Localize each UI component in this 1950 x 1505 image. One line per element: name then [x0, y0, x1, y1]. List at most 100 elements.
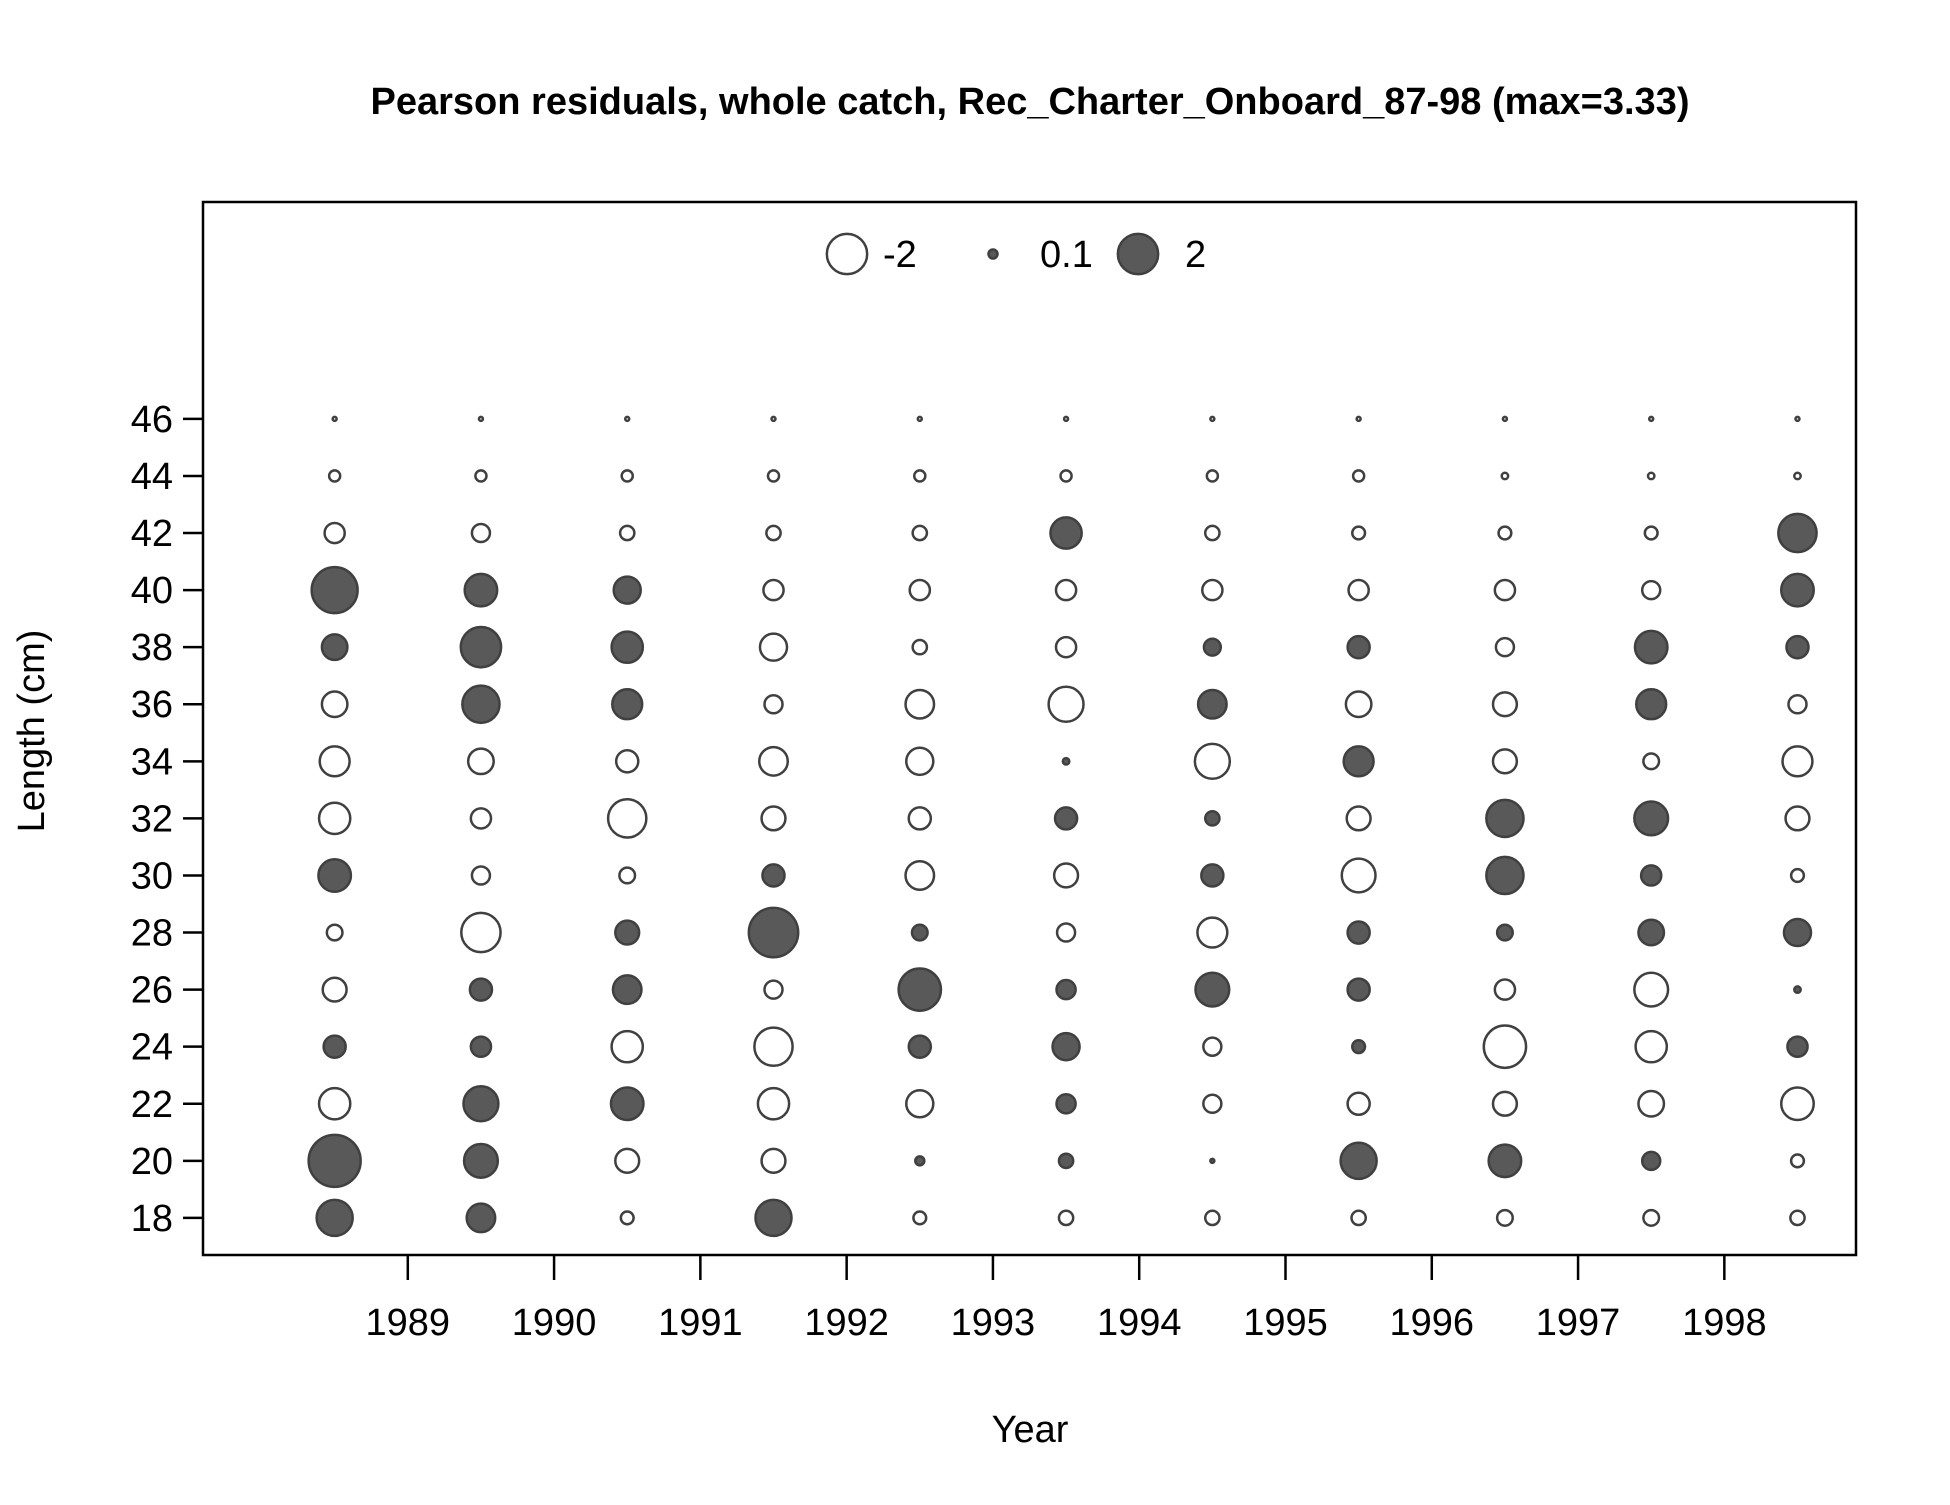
- residual-bubble: [321, 976, 348, 1003]
- residual-bubble: [606, 798, 648, 839]
- residual-bubble: [1205, 469, 1220, 483]
- residual-bubble: [1779, 1086, 1815, 1122]
- residual-bubble: [468, 977, 494, 1002]
- residual-bubble: [1047, 685, 1085, 723]
- residual-bubble: [911, 524, 929, 542]
- residual-bubble: [331, 415, 338, 423]
- residual-bubble: [318, 745, 351, 778]
- residual-bubble: [1482, 1024, 1528, 1070]
- residual-bubble: [1789, 1153, 1806, 1169]
- y-tick-label: 22: [131, 1084, 173, 1126]
- residual-bubble: [465, 1202, 497, 1234]
- residual-bubble: [1053, 806, 1079, 831]
- residual-bubble: [1782, 917, 1813, 948]
- residual-bubble: [1634, 1029, 1669, 1064]
- residual-bubble: [907, 806, 933, 831]
- residual-bubble: [1485, 798, 1525, 839]
- residual-bubble: [611, 688, 644, 721]
- residual-bubble: [1059, 469, 1073, 483]
- y-tick-label: 18: [131, 1198, 173, 1240]
- residual-bubble: [1779, 572, 1815, 608]
- residual-bubble: [1493, 978, 1517, 1001]
- residual-bubble: [756, 1086, 791, 1121]
- residual-bubble: [1061, 756, 1071, 766]
- residual-bubble: [1346, 977, 1371, 1002]
- residual-bubble: [913, 469, 927, 483]
- residual-bubble: [1209, 415, 1216, 423]
- residual-bubble: [474, 469, 488, 483]
- residual-bubble: [1485, 855, 1525, 896]
- x-tick-label: 1996: [1390, 1302, 1475, 1344]
- residual-bubble: [1351, 1039, 1367, 1055]
- residual-bubble: [1487, 1143, 1523, 1179]
- residual-bubble: [461, 684, 501, 725]
- residual-bubble: [904, 859, 936, 891]
- residual-bubble: [619, 1210, 635, 1226]
- chart-title: Pearson residuals, whole catch, Rec_Char…: [371, 81, 1690, 123]
- x-tick-label: 1998: [1682, 1302, 1767, 1344]
- residual-bubble: [463, 572, 499, 608]
- residual-bubble: [1777, 512, 1818, 554]
- residual-bubble: [905, 746, 935, 777]
- bubbles-group: [307, 415, 1818, 1238]
- residual-bubble: [904, 688, 936, 720]
- residual-bubble: [1339, 1141, 1378, 1181]
- legend-bubble: [825, 232, 869, 276]
- y-tick-label: 20: [131, 1141, 173, 1183]
- residual-bubble: [1062, 415, 1070, 423]
- residual-bubble: [1057, 1209, 1075, 1227]
- residual-bubble: [317, 1086, 352, 1121]
- residual-bubble: [1202, 637, 1223, 657]
- residual-bubble: [1494, 636, 1516, 658]
- residual-bubble: [1637, 918, 1666, 947]
- residual-bubble: [1054, 635, 1078, 659]
- residual-bubble: [1347, 578, 1370, 602]
- residual-bubble: [1794, 415, 1801, 423]
- residual-bubble: [1789, 1209, 1806, 1227]
- legend-bubble: [1116, 232, 1160, 276]
- residual-bubble: [614, 1147, 641, 1174]
- residual-bubble: [612, 575, 642, 605]
- residual-bubble: [614, 919, 641, 946]
- y-axis: 18 20 22 24 26 28 30 32 34 36 38 40 42 44 46: [131, 399, 203, 1240]
- plot-frame: [201, 200, 1858, 1257]
- y-tick-label: 42: [131, 513, 173, 555]
- residual-bubble: [1639, 864, 1663, 887]
- residual-bubble: [1491, 748, 1519, 775]
- residual-bubble: [1346, 634, 1371, 660]
- x-tick-label: 1997: [1536, 1302, 1621, 1344]
- residual-bubble: [1193, 742, 1232, 781]
- residual-bubble: [912, 1210, 928, 1226]
- residual-bubble: [315, 1198, 354, 1238]
- residual-bubble: [618, 524, 636, 542]
- residual-bubble: [1355, 415, 1362, 423]
- residual-bubble: [763, 979, 784, 1000]
- residual-bubble: [758, 632, 789, 662]
- x-tick-label: 1995: [1243, 1302, 1328, 1344]
- residual-bubble: [1055, 978, 1077, 1001]
- y-tick-label: 40: [131, 570, 173, 612]
- y-tick-label: 26: [131, 970, 173, 1012]
- residual-bubble: [1640, 579, 1662, 601]
- residual-bubble: [1495, 1208, 1514, 1227]
- residual-bubble: [1495, 923, 1514, 942]
- residual-bubble: [618, 866, 637, 885]
- residual-bubble: [310, 565, 359, 615]
- residual-bubble: [1500, 471, 1510, 481]
- residual-bubble: [320, 633, 349, 662]
- y-axis-label: Length (cm): [11, 630, 53, 833]
- x-axis-label: Year: [992, 1409, 1069, 1451]
- y-tick-label: 46: [131, 399, 173, 441]
- residual-bubble: [1051, 1031, 1081, 1062]
- residual-bubble: [1351, 525, 1367, 541]
- residual-bubble: [914, 1155, 926, 1167]
- residual-bubble: [325, 923, 344, 942]
- residual-bubble: [1640, 1150, 1662, 1172]
- residual-bubble: [320, 690, 349, 719]
- residual-bubble: [1340, 857, 1377, 894]
- residual-bubble: [317, 801, 352, 836]
- residual-bubble: [1491, 691, 1519, 718]
- residual-bubble: [760, 1147, 787, 1174]
